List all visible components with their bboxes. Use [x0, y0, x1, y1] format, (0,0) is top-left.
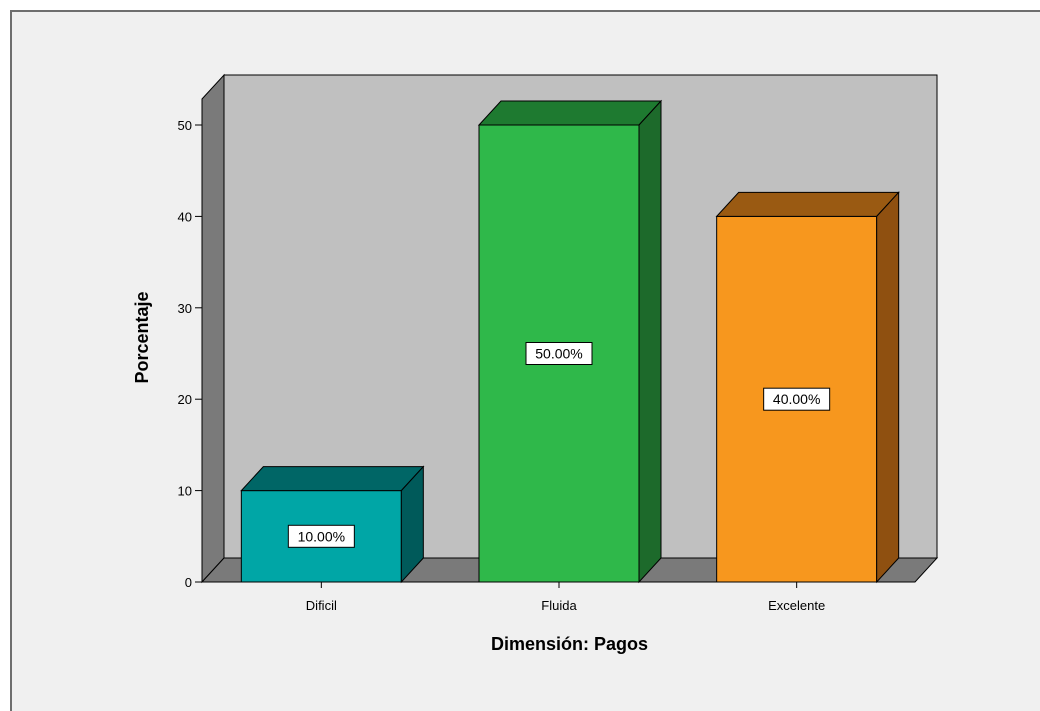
side-wall: [201, 73, 225, 584]
data-label: 50.00%: [535, 346, 582, 362]
x-axis: Dificil Fluida Excelente: [306, 582, 825, 613]
y-tick-label: 0: [185, 575, 192, 590]
y-tick-label: 10: [178, 484, 192, 499]
x-axis-title: Dimensión: Pagos: [491, 634, 648, 654]
bar-side: [400, 465, 424, 584]
data-label-box: [287, 524, 355, 548]
bar-side: [876, 191, 900, 584]
x-tick-label: Excelente: [768, 598, 825, 613]
bar-top: [715, 191, 900, 217]
y-tick-label: 50: [178, 118, 192, 133]
data-label: 40.00%: [773, 391, 820, 407]
x-tick-label: Dificil: [306, 598, 337, 613]
bar-top: [477, 100, 663, 126]
bar-side: [638, 99, 662, 584]
y-tick-label: 30: [178, 301, 192, 316]
bar-excelente: [715, 191, 900, 584]
bar-top: [240, 466, 425, 492]
y-tick-label: 20: [178, 392, 192, 407]
data-labels: 10.00% 50.00% 40.00%: [287, 342, 831, 548]
y-tick-label: 40: [178, 209, 192, 224]
x-tick-label: Fluida: [541, 598, 577, 613]
data-label: 10.00%: [298, 528, 345, 544]
bar-fluida: [477, 99, 663, 584]
data-label-box: [763, 387, 831, 411]
data-label-box: [525, 342, 593, 365]
y-axis-title: Porcentaje: [132, 291, 152, 383]
bar-dificil: [240, 465, 425, 584]
